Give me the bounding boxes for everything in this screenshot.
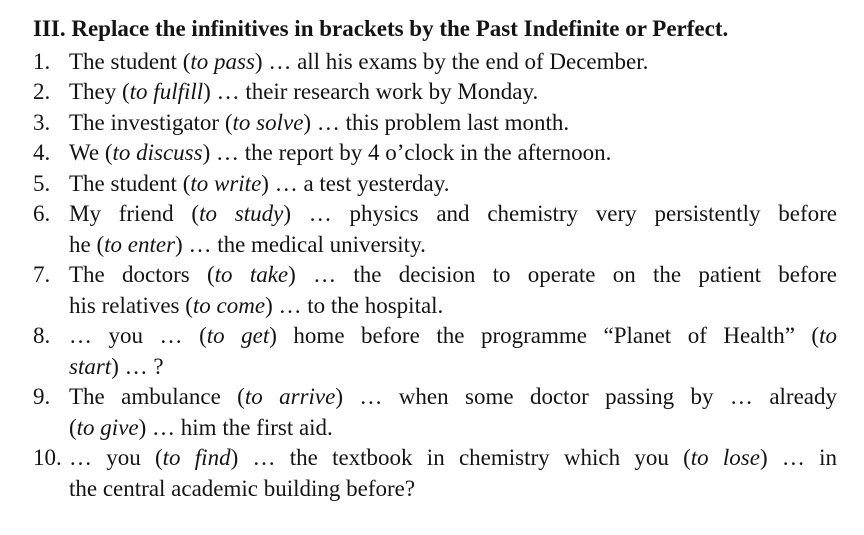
infinitive-italic: to lose [690,445,760,470]
text-segment: The doctors ( [69,262,215,287]
item-number: 3. [33,109,51,135]
list-item: 9. The ambulance (to arrive) … when some … [33,382,864,443]
item-text: The investigator (to solve) … this probl… [69,108,837,139]
item-line: The doctors (to take) … the decision to … [69,260,837,291]
text-segment: ) home before the programme “Planet of H… [269,323,820,348]
text-segment: … you ( [69,445,163,470]
item-text: The doctors (to take) … the decision to … [69,260,837,321]
item-line: start) … ? [69,352,837,383]
infinitive-italic: to [819,323,837,348]
text-segment: ) … all his exams by the end of December… [254,48,649,74]
item-line: … you (to find) … the textbook in chemis… [69,443,837,474]
item-line: They (to fulfill) … their research work … [69,77,837,108]
exercise-list: 1. The student (to pass) … all his exams … [33,47,864,505]
text-segment: ) … him the first aid. [138,414,333,440]
infinitive-italic: to study [199,201,284,226]
item-line: … you … (to get) home before the program… [69,321,837,352]
text-segment: ( [69,414,77,440]
list-item: 8. … you … (to get) home before the progr… [33,321,864,382]
text-segment: ) … the medical university. [175,231,426,257]
text-segment: ) … this problem last month. [303,109,570,135]
item-text: The student (to pass) … all his exams by… [69,47,837,78]
infinitive-italic: to take [214,262,289,287]
text-segment: ) … their research work by Monday. [203,79,539,104]
text-segment: ) … in [759,445,837,470]
infinitive-italic: to discuss [112,140,203,165]
item-number: 1. [33,48,51,74]
text-segment: he ( [69,231,105,257]
list-item: 2. They (to fulfill) … their research wor… [33,77,864,108]
list-item: 10. … you (to find) … the textbook in che… [33,443,864,504]
infinitive-italic: to solve [232,109,304,135]
infinitive-italic: to arrive [244,384,336,409]
text-segment: ) … physics and chemistry very persisten… [283,201,837,226]
item-text: We (to discuss) … the report by 4 o’cloc… [69,138,837,169]
text-segment: ) … when some doctor passing by … alread… [335,384,837,409]
item-line: The student (to pass) … all his exams by… [69,47,837,78]
item-line: the central academic building before? [69,474,837,505]
item-line: We (to discuss) … the report by 4 o’cloc… [69,138,837,169]
infinitive-italic: to give [76,414,139,440]
item-text: … you (to find) … the textbook in chemis… [69,443,837,504]
item-line: My friend (to study) … physics and chemi… [69,199,837,230]
item-text: My friend (to study) … physics and chemi… [69,199,837,260]
item-number: 6. [33,201,51,226]
text-segment: ) … a test yesterday. [261,170,450,196]
item-text: The ambulance (to arrive) … when some do… [69,382,837,443]
item-number: 4. [33,140,51,165]
list-item: 4. We (to discuss) … the report by 4 o’cl… [33,138,864,169]
text-segment: ) … the decision to operate on the patie… [288,262,837,287]
list-item: 1. The student (to pass) … all his exams … [33,47,864,78]
infinitive-italic: to find [162,445,231,470]
list-item: 6. My friend (to study) … physics and che… [33,199,864,260]
infinitive-italic: to pass [190,48,255,74]
text-segment: The student ( [69,170,191,196]
list-item: 5. The student (to write) … a test yester… [33,169,864,200]
text-segment: his relatives ( [69,292,193,318]
text-segment: ) … to the hospital. [265,292,444,318]
text-segment: The ambulance ( [69,384,245,409]
item-line: The student (to write) … a test yesterda… [69,169,837,200]
text-segment: the central academic building before? [69,475,416,501]
item-number: 10. [33,445,62,470]
item-line: The investigator (to solve) … this probl… [69,108,837,139]
item-line: The ambulance (to arrive) … when some do… [69,382,837,413]
list-item: 7. The doctors (to take) … the decision t… [33,260,864,321]
text-segment: They ( [69,79,130,104]
item-number: 9. [33,384,51,409]
text-segment: ) … ? [111,353,164,379]
item-number: 8. [33,323,51,348]
text-segment: ) … the report by 4 o’clock in the after… [202,140,612,165]
item-text: … you … (to get) home before the program… [69,321,837,382]
item-number: 7. [33,262,51,287]
infinitive-italic: to come [192,292,266,318]
infinitive-italic: to enter [104,231,176,257]
item-number: 2. [33,79,51,104]
text-segment: We ( [69,140,113,165]
item-line: he (to enter) … the medical university. [69,230,837,261]
item-number: 5. [33,170,51,196]
item-text: They (to fulfill) … their research work … [69,77,837,108]
infinitive-italic: start [69,353,112,379]
infinitive-italic: to get [206,323,270,348]
text-segment: ) … the textbook in chemistry which you … [230,445,691,470]
item-line: his relatives (to come) … to the hospita… [69,291,837,322]
text-segment: … you … ( [69,323,207,348]
item-line: (to give) … him the first aid. [69,413,837,444]
item-text: The student (to write) … a test yesterda… [69,169,837,200]
text-segment: My friend ( [69,201,200,226]
text-segment: The student ( [69,48,191,74]
exercise-title: III. Replace the infinitives in brackets… [33,16,729,41]
list-item: 3. The investigator (to solve) … this pro… [33,108,864,139]
infinitive-italic: to fulfill [129,79,204,104]
text-segment: The investigator ( [69,109,233,135]
infinitive-italic: to write [190,170,262,196]
